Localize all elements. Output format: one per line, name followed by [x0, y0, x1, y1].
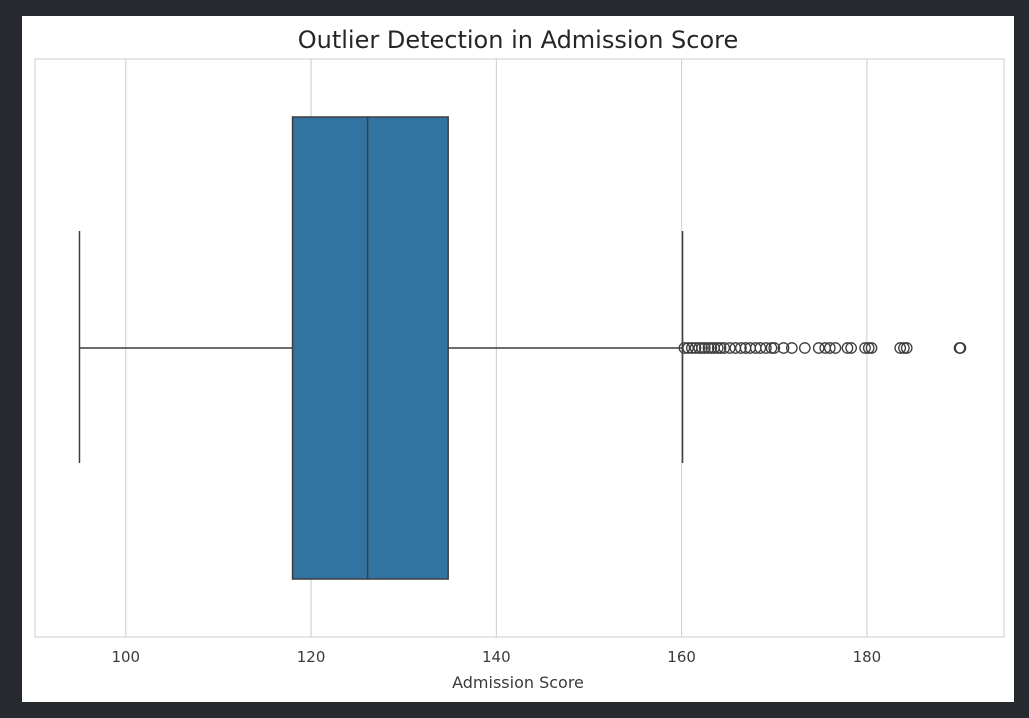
outlier-point [723, 342, 736, 354]
outlier-points [678, 342, 967, 354]
outlier-point [735, 342, 747, 354]
outlier-point [900, 342, 913, 354]
outlier-point [760, 342, 772, 354]
outlier-point [689, 342, 702, 354]
outlier-point [798, 342, 811, 354]
outlier-point [698, 342, 711, 354]
outlier-point [786, 342, 798, 354]
chart-title: Outlier Detection in Admission Score [298, 26, 739, 54]
outlier-point [696, 342, 708, 354]
outlier-point [894, 342, 907, 354]
plot-frame [34, 58, 1005, 638]
outlier-point [954, 342, 967, 354]
outlier-point [777, 342, 790, 354]
outlier-point [714, 342, 727, 354]
x-tick-label-100: 100 [111, 648, 140, 666]
outlier-point [865, 342, 878, 354]
outlier-point [823, 342, 836, 354]
outlier-point [829, 342, 842, 354]
outlier-point [845, 342, 857, 354]
outlier-point [702, 342, 715, 354]
outlier-point [711, 342, 724, 354]
x-tick-label-120: 120 [297, 648, 326, 666]
x-tick-label-180: 180 [853, 648, 882, 666]
outlier-point [812, 342, 825, 354]
box-plot-chart: Outlier Detection in Admission Score 100… [34, 26, 1005, 692]
outlier-point [859, 342, 871, 354]
outlier-point [765, 342, 778, 354]
outlier-point [898, 342, 910, 354]
outlier-point [693, 342, 706, 354]
x-axis-label: Admission Score [452, 673, 584, 692]
x-tick-label-140: 140 [482, 648, 511, 666]
figure: Outlier Detection in Admission Score 100… [22, 16, 1014, 702]
outlier-point [754, 342, 767, 354]
iqr-box [291, 116, 449, 580]
outlier-point [718, 342, 731, 354]
outlier-point [768, 342, 781, 354]
outlier-point [705, 342, 718, 354]
outlier-point [678, 342, 691, 354]
x-tick-labels: 100 120 140 160 180 [111, 648, 881, 666]
outlier-point [841, 342, 854, 354]
outlier-point [682, 342, 694, 354]
x-tick-label-160: 160 [667, 648, 696, 666]
box-group [78, 116, 684, 580]
outlier-point [862, 342, 875, 354]
